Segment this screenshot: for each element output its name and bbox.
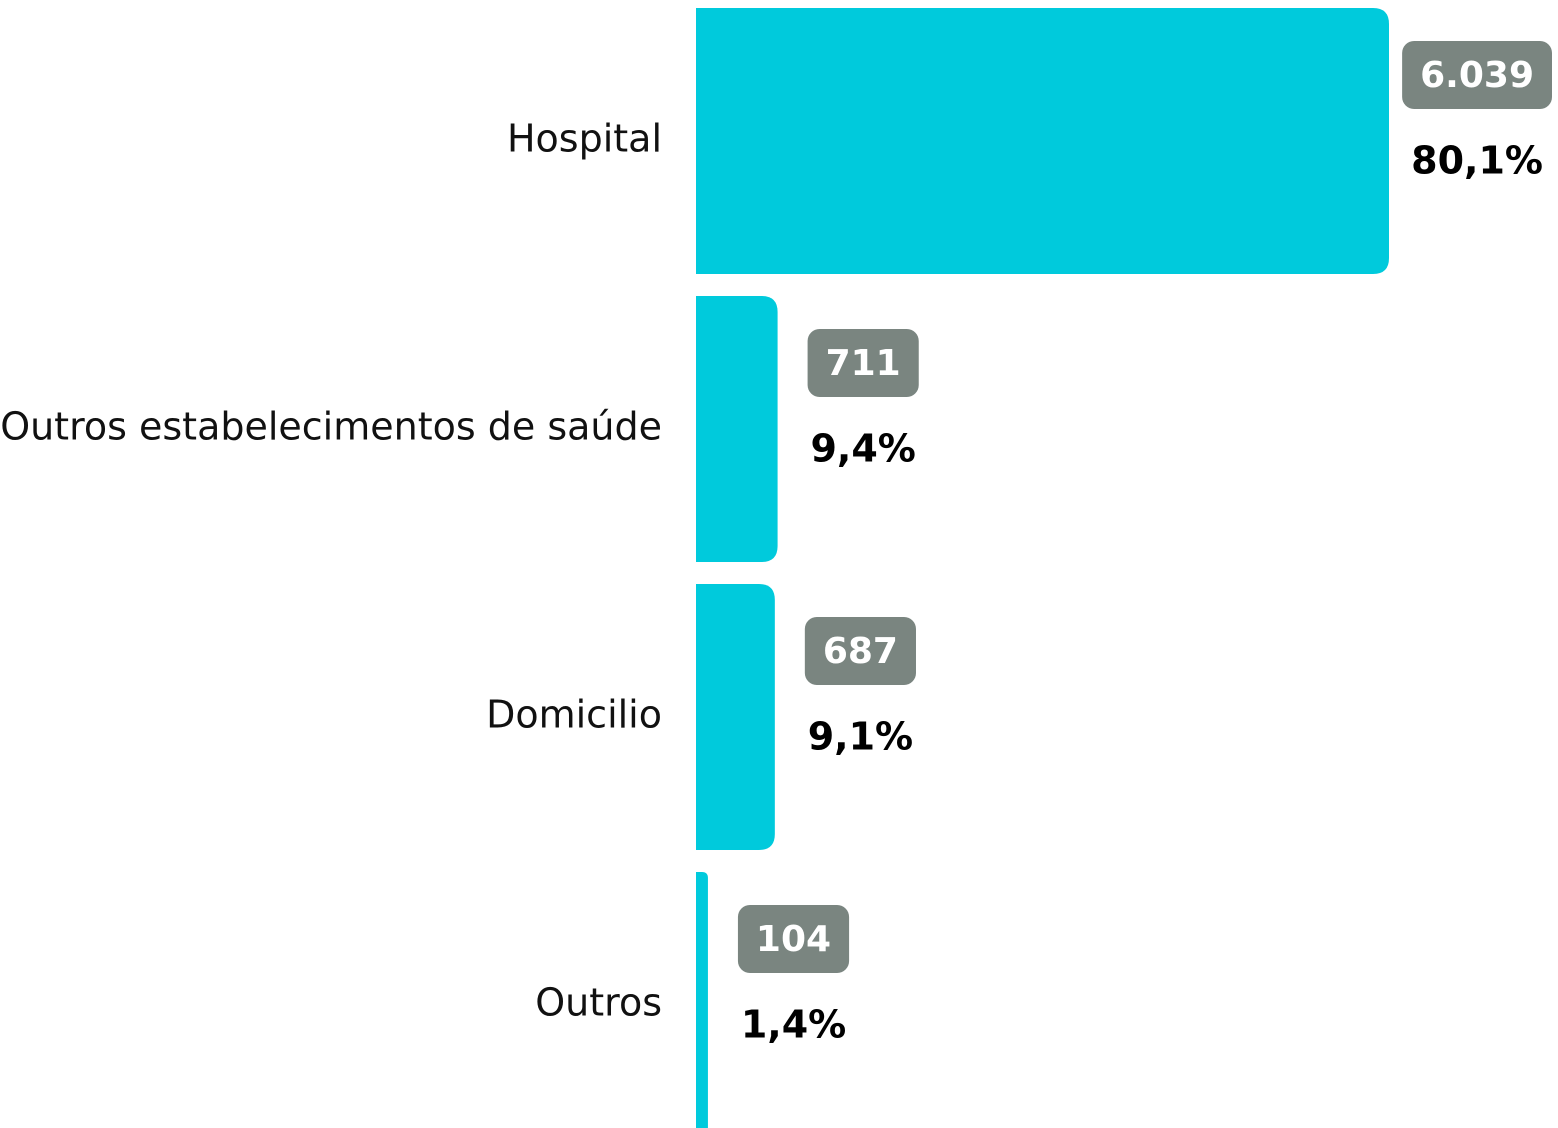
bar <box>696 584 775 850</box>
percentage-label: 80,1% <box>1411 139 1543 183</box>
value-badge: 687 <box>804 617 916 685</box>
bar <box>696 296 778 562</box>
value-badge: 711 <box>807 329 919 397</box>
value-badge: 104 <box>737 905 850 973</box>
category-label: Outros estabelecimentos de saúde <box>0 405 662 449</box>
bar <box>696 872 708 1128</box>
category-label: Domicilio <box>486 693 662 737</box>
percentage-label: 1,4% <box>741 1003 846 1047</box>
value-label: 687 <box>823 631 898 672</box>
percentage-label: 9,4% <box>810 427 915 471</box>
badge-background <box>737 905 850 973</box>
value-label: 6.039 <box>1420 55 1534 96</box>
value-label: 104 <box>756 919 831 960</box>
percentage-label: 9,1% <box>808 715 913 759</box>
category-label: Outros <box>535 981 662 1025</box>
badge-background <box>1402 41 1552 109</box>
value-label: 711 <box>826 343 901 384</box>
value-badge: 6.039 <box>1402 41 1552 109</box>
category-label: Hospital <box>507 117 662 161</box>
badge-background <box>804 617 916 685</box>
badge-background <box>807 329 919 397</box>
bar <box>696 8 1389 274</box>
